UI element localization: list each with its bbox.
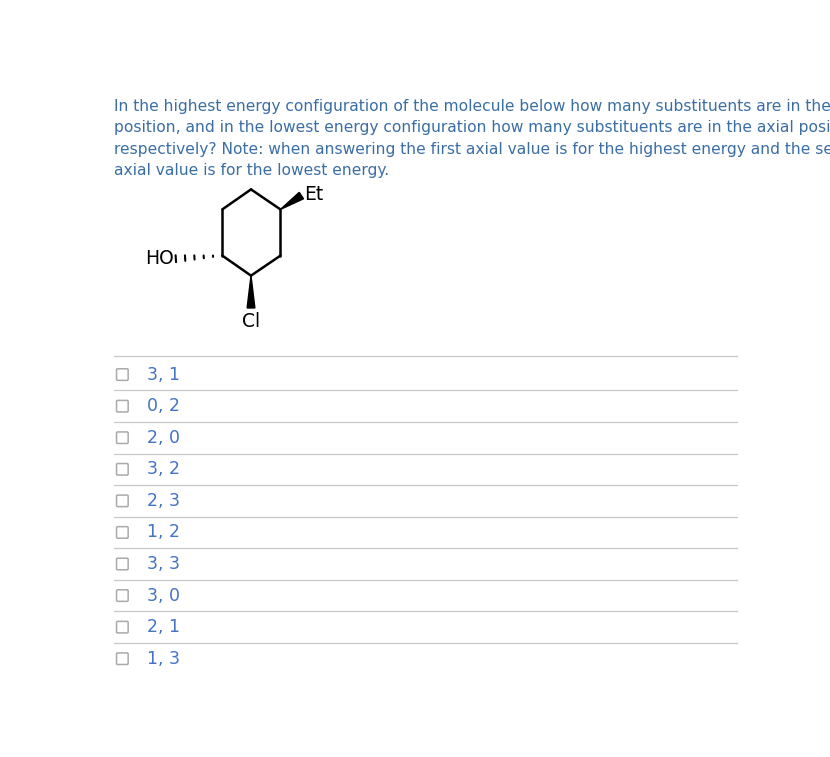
FancyBboxPatch shape	[116, 463, 128, 475]
Text: 2, 1: 2, 1	[147, 618, 180, 636]
FancyBboxPatch shape	[116, 495, 128, 506]
Text: 0, 2: 0, 2	[147, 397, 180, 415]
Text: 1, 3: 1, 3	[147, 650, 180, 668]
FancyBboxPatch shape	[116, 621, 128, 633]
Text: 1, 2: 1, 2	[147, 523, 180, 541]
Text: 2, 3: 2, 3	[147, 492, 180, 510]
Polygon shape	[281, 192, 304, 210]
Text: Cl: Cl	[242, 312, 260, 331]
Text: 3, 0: 3, 0	[147, 587, 180, 605]
Text: 3, 1: 3, 1	[147, 366, 180, 384]
Text: In the highest energy configuration of the molecule below how many substituents : In the highest energy configuration of t…	[114, 98, 830, 179]
FancyBboxPatch shape	[116, 590, 128, 601]
FancyBboxPatch shape	[116, 527, 128, 538]
FancyBboxPatch shape	[116, 369, 128, 380]
FancyBboxPatch shape	[116, 653, 128, 665]
FancyBboxPatch shape	[116, 558, 128, 570]
Text: 3, 3: 3, 3	[147, 555, 180, 573]
FancyBboxPatch shape	[116, 432, 128, 444]
Text: Et: Et	[304, 185, 323, 204]
Polygon shape	[247, 276, 255, 308]
Text: 3, 2: 3, 2	[147, 460, 180, 478]
FancyBboxPatch shape	[116, 400, 128, 412]
Text: HO: HO	[144, 249, 173, 268]
Text: 2, 0: 2, 0	[147, 428, 180, 447]
